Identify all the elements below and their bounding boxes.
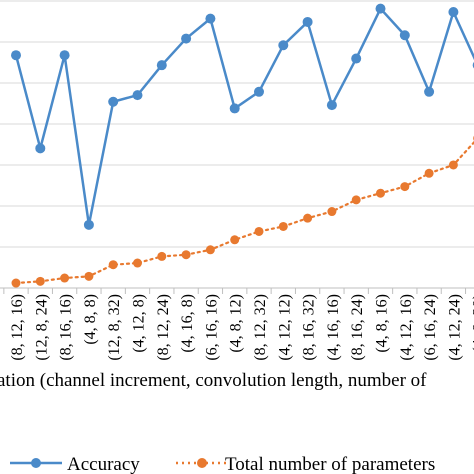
x-tick-label: (6, 16, 16)	[203, 294, 220, 361]
series-accuracy	[11, 3, 474, 230]
parameters-point	[181, 250, 191, 260]
x-tick-label: (12, 8, 32)	[106, 294, 123, 361]
x-axis-label: ation (channel increment, convolution le…	[0, 370, 427, 391]
x-tick-label: (8, 12, 24)	[155, 294, 172, 361]
accuracy-point	[35, 143, 46, 154]
accuracy-point	[229, 103, 240, 114]
parameters-point	[157, 251, 167, 261]
accuracy-point	[11, 50, 21, 61]
parameters-point	[303, 213, 313, 223]
parameters-point	[133, 258, 142, 268]
accuracy-point	[108, 96, 119, 107]
legend-accuracy-marker	[31, 458, 41, 468]
x-tick-label: (4, 12, 24)	[446, 294, 463, 361]
x-tick-label: (4, 8, 8)	[82, 294, 99, 345]
x-tick-label: (4, 12, 8)	[131, 294, 148, 353]
x-tick-label: (4, 8, 12)	[228, 294, 245, 353]
parameters-point	[230, 235, 240, 245]
accuracy-point	[375, 3, 386, 14]
parameters-point	[351, 195, 361, 205]
parameters-line	[14, 140, 474, 285]
x-tick-label: (4, 12, 16)	[398, 294, 415, 361]
accuracy-point	[205, 13, 216, 24]
accuracy-point	[156, 60, 167, 71]
parameters-point	[327, 207, 337, 217]
x-tick-label: (8, 12, 16)	[9, 294, 26, 361]
x-tick-label: (4, 16, 8)	[179, 294, 196, 353]
parameters-point	[60, 273, 70, 283]
parameters-point	[108, 260, 118, 270]
parameters-point	[400, 182, 410, 192]
accuracy-point	[448, 6, 459, 17]
accuracy-point	[326, 100, 337, 111]
accuracy-point	[83, 219, 94, 230]
accuracy-point	[424, 86, 435, 97]
accuracy-point	[302, 16, 313, 27]
parameters-point	[278, 221, 288, 231]
x-tick-label: (6, 16, 24)	[422, 294, 439, 361]
x-tick-label: (8, 16, 24)	[349, 294, 366, 361]
x-tick-label: (8, 16, 32)	[301, 294, 318, 361]
accuracy-point	[254, 86, 264, 97]
x-tick-label: (4, 12, 12)	[276, 294, 293, 361]
x-tick-label: (4, 16, 16)	[325, 294, 342, 361]
series-total-parameters	[11, 135, 474, 288]
parameters-point	[84, 271, 94, 281]
parameters-point	[254, 226, 264, 236]
x-tick-label: (4, 8, 20)	[471, 294, 474, 353]
x-axis	[0, 287, 474, 294]
legend-parameters-marker	[197, 458, 207, 468]
legend: Accuracy Total number of parameters	[10, 454, 435, 474]
accuracy-line	[14, 7, 474, 227]
gridlines	[0, 0, 474, 248]
parameters-point	[205, 245, 215, 255]
x-tick-label: (12, 8, 24)	[33, 294, 50, 361]
parameters-point	[35, 276, 45, 286]
accuracy-point	[351, 53, 362, 64]
accuracy-point	[278, 40, 289, 51]
legend-accuracy-label: Accuracy	[67, 454, 140, 474]
series-layer	[11, 3, 474, 288]
accuracy-point	[399, 30, 410, 41]
parameters-point	[376, 188, 385, 198]
legend-parameters-label: Total number of parameters	[225, 454, 435, 474]
x-tick-label: (8, 12, 32)	[252, 294, 269, 361]
parameters-point	[11, 278, 21, 288]
x-tick-label: (8, 16, 16)	[58, 294, 75, 361]
parameters-point	[424, 168, 434, 178]
parameters-point	[448, 160, 458, 170]
x-tick-label: (4, 8, 16)	[374, 294, 391, 353]
accuracy-point	[132, 90, 143, 101]
x-tick-labels: (8, 12, 16) (12, 8, 24) (8, 16, 16) (4, 8, …	[9, 294, 474, 361]
accuracy-point	[181, 33, 192, 44]
accuracy-point	[59, 50, 70, 61]
